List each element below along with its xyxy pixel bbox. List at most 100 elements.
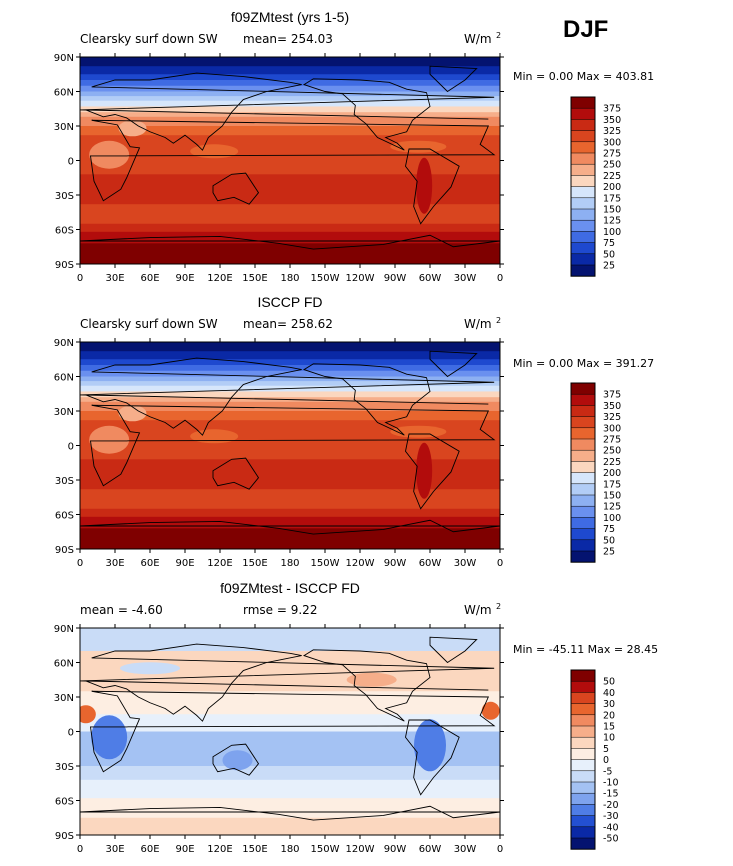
lon-tick-label: 90W bbox=[384, 273, 407, 284]
colorbar-swatch bbox=[571, 793, 595, 805]
lon-tick-label: 30E bbox=[105, 558, 124, 569]
colorbar-swatch bbox=[571, 439, 595, 451]
lat-tick-label: 90S bbox=[55, 260, 74, 271]
shading-patch bbox=[80, 705, 96, 724]
shading-band bbox=[80, 376, 500, 382]
colorbar-label: -10 bbox=[603, 778, 619, 789]
colorbar-label: 200 bbox=[603, 468, 621, 479]
coastline bbox=[89, 119, 496, 202]
lat-tick-label: 60N bbox=[54, 659, 74, 670]
lon-tick-label: 150W bbox=[311, 844, 340, 855]
shading-band bbox=[80, 342, 500, 352]
shading-band bbox=[80, 223, 500, 233]
colorbar-swatch bbox=[571, 461, 595, 473]
shading-band bbox=[80, 628, 500, 652]
lon-tick-label: 60E bbox=[140, 844, 159, 855]
colorbar-swatch bbox=[571, 714, 595, 727]
lat-tick-label: 30S bbox=[55, 191, 74, 202]
coastline bbox=[429, 636, 478, 664]
lat-tick-label: 90N bbox=[54, 338, 74, 349]
lon-tick-label: 0 bbox=[497, 844, 503, 855]
colorbar-swatch bbox=[571, 108, 595, 120]
map-field bbox=[80, 342, 500, 549]
lon-tick-label: 0 bbox=[77, 844, 83, 855]
panel-2: ISCCP FD Clearsky surf down SW mean= 258.6… bbox=[54, 294, 654, 569]
lat-tick-label: 0 bbox=[68, 157, 74, 168]
panel-center-label: mean= 258.62 bbox=[243, 317, 333, 331]
panel-title: ISCCP FD bbox=[257, 294, 322, 310]
shading-band bbox=[80, 204, 500, 225]
colorbar-swatch bbox=[571, 141, 595, 154]
colorbar-swatch bbox=[571, 539, 595, 552]
lon-tick-label: 90E bbox=[175, 558, 194, 569]
lat-tick-label: 0 bbox=[68, 728, 74, 739]
lat-tick-label: 90S bbox=[55, 545, 74, 556]
shading-band bbox=[80, 381, 500, 387]
coastline bbox=[80, 234, 500, 250]
colorbar-label: 375 bbox=[603, 390, 621, 401]
coastline bbox=[302, 78, 431, 151]
lon-tick-label: 60E bbox=[140, 273, 159, 284]
lon-tick-label: 0 bbox=[77, 558, 83, 569]
colorbar-swatch bbox=[571, 517, 595, 529]
coastline bbox=[429, 65, 478, 93]
colorbar-swatch bbox=[571, 450, 595, 462]
lon-tick-label: 150E bbox=[242, 273, 267, 284]
shading-band bbox=[80, 96, 500, 102]
colorbar-swatch bbox=[571, 231, 595, 243]
coastline bbox=[212, 457, 260, 490]
shading-band bbox=[80, 91, 500, 97]
colorbar-swatch bbox=[571, 737, 595, 749]
coastline bbox=[302, 363, 431, 436]
colorbar-swatch bbox=[571, 394, 595, 406]
colorbar-label: 150 bbox=[603, 491, 621, 502]
colorbar-swatch bbox=[571, 153, 595, 165]
lon-tick-label: 60E bbox=[140, 558, 159, 569]
colorbar-swatch bbox=[571, 703, 595, 716]
lon-tick-label: 90E bbox=[175, 273, 194, 284]
shading-band bbox=[80, 528, 500, 549]
colorbar-swatch bbox=[571, 130, 595, 143]
shading-band bbox=[80, 459, 500, 490]
colorbar-label: 200 bbox=[603, 182, 621, 193]
colorbar-label: 10 bbox=[603, 733, 615, 744]
shading-patch bbox=[118, 405, 147, 422]
colorbar-label: 225 bbox=[603, 171, 621, 182]
shading-patch bbox=[390, 140, 447, 153]
shading-band bbox=[80, 66, 500, 75]
coastline bbox=[80, 643, 495, 722]
shading-band bbox=[80, 411, 500, 421]
colorbar-swatch bbox=[571, 815, 595, 828]
shading-band bbox=[80, 779, 500, 799]
coastline bbox=[405, 433, 460, 510]
colorbar-swatch bbox=[571, 670, 595, 682]
colorbar-swatch bbox=[571, 681, 595, 693]
colorbar-swatch bbox=[571, 164, 595, 176]
panel-1: f09ZMtest (yrs 1-5) Clearsky surf down SW… bbox=[54, 9, 654, 284]
shading-band bbox=[80, 766, 500, 781]
shading-band bbox=[80, 126, 500, 136]
lat-tick-label: 60S bbox=[55, 511, 74, 522]
coastline bbox=[212, 743, 260, 776]
lon-tick-label: 0 bbox=[497, 273, 503, 284]
lon-tick-label: 30E bbox=[105, 844, 124, 855]
shading-band bbox=[80, 391, 500, 398]
shading-patch bbox=[89, 140, 130, 169]
panel-title: f09ZMtest - ISCCP FD bbox=[220, 580, 360, 596]
lon-tick-label: 120E bbox=[207, 844, 232, 855]
lon-tick-label: 120E bbox=[207, 558, 232, 569]
colorbar-swatch bbox=[571, 506, 595, 518]
colorbar-swatch bbox=[571, 726, 595, 738]
djf-title: DJF bbox=[563, 16, 609, 43]
colorbar-swatch bbox=[571, 472, 595, 485]
lon-tick-label: 120W bbox=[346, 844, 375, 855]
panel-left-label: mean = -4.60 bbox=[80, 603, 163, 617]
colorbar-swatch bbox=[571, 416, 595, 429]
coastline bbox=[429, 350, 478, 378]
units-superscript: 2 bbox=[496, 316, 501, 325]
shading-band bbox=[80, 714, 500, 732]
shading-band bbox=[80, 243, 500, 264]
lon-tick-label: 180 bbox=[280, 844, 299, 855]
shading-band bbox=[80, 57, 500, 67]
